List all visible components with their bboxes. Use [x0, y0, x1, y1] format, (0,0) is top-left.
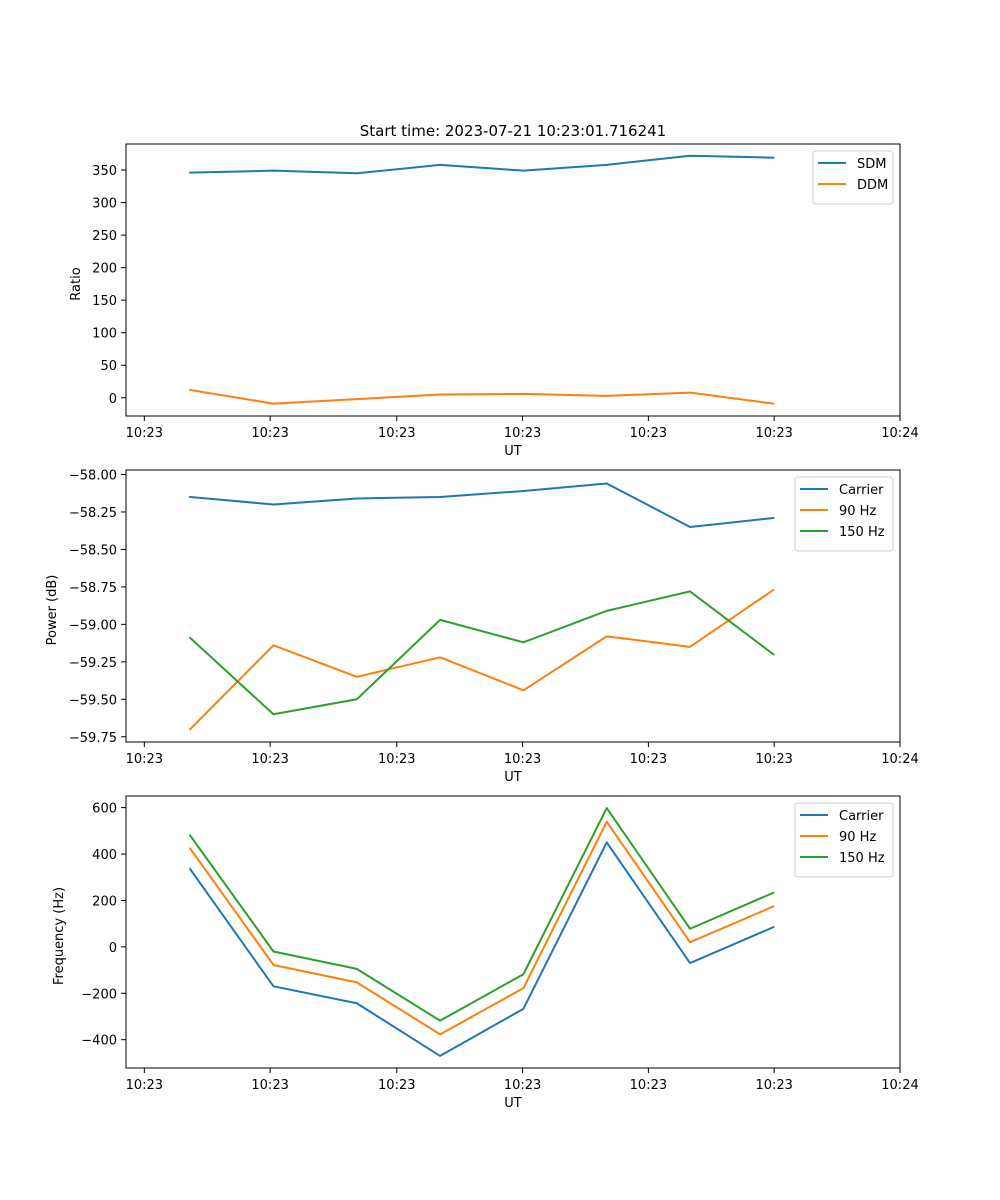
ratio-y-tick-label: 200 — [92, 262, 117, 277]
frequency-y-tick-label: −400 — [81, 1034, 117, 1049]
power-y-tick-label: −58.75 — [69, 581, 117, 596]
frequency-y-tick-label: 0 — [109, 941, 117, 956]
ratio-y-tick-label: 50 — [100, 359, 117, 374]
frequency-legend: Carrier 90 Hz 150 Hz — [794, 802, 894, 878]
power-y-tick-label: −59.75 — [69, 731, 117, 746]
ratio-y-tick-label: 350 — [92, 164, 117, 179]
power-series-carrier — [189, 482, 775, 528]
frequency-y-axis-label: Frequency (Hz) — [52, 887, 67, 985]
ratio-legend: SDM DDM — [812, 150, 894, 205]
power-x-tick-label: 10:23 — [504, 752, 541, 767]
ratio-x-tick-label: 10:24 — [881, 426, 918, 441]
frequency-series-150-hz — [188, 807, 775, 1022]
power-legend-label-carrier: Carrier — [839, 483, 884, 498]
frequency-y-tick-label: 600 — [92, 802, 117, 817]
power-y-tick-label: −59.50 — [69, 693, 117, 708]
power-legend: Carrier 90 Hz 150 Hz — [794, 476, 894, 552]
ratio-legend-label-ddm: DDM — [857, 178, 888, 193]
ratio-axes-frame — [125, 143, 901, 417]
frequency-legend-label-90-hz: 90 Hz — [839, 830, 876, 845]
power-y-tick-label: −59.00 — [69, 618, 117, 633]
power-series-150-hz — [188, 590, 775, 716]
ratio-legend-box — [812, 150, 894, 205]
ratio-x-tick-label: 10:23 — [126, 426, 163, 441]
ratio-x-tick-label: 10:23 — [630, 426, 667, 441]
ratio-legend-label-sdm: SDM — [857, 157, 886, 172]
power-y-tick-label: −58.25 — [69, 506, 117, 521]
figure-title: Start time: 2023-07-21 10:23:01.716241 — [360, 122, 666, 140]
ratio-y-tick-label: 150 — [92, 294, 117, 309]
ratio-x-tick-label: 10:23 — [755, 426, 792, 441]
frequency-x-tick-label: 10:23 — [755, 1078, 792, 1093]
power-y-tick-label: −58.50 — [69, 543, 117, 558]
power-axes-frame — [125, 469, 901, 743]
frequency-x-tick-label: 10:23 — [251, 1078, 288, 1093]
ratio-x-tick-label: 10:23 — [504, 426, 541, 441]
frequency-x-axis-label: UT — [504, 1096, 522, 1111]
ratio-panel: 10:23 10:23 10:23 10:23 10:23 10:23 10:24 0 50 10… — [69, 143, 919, 459]
ratio-series-ddm — [189, 388, 775, 405]
ratio-x-axis-label: UT — [504, 444, 522, 459]
frequency-series-carrier — [188, 841, 775, 1057]
frequency-panel: 10:23 10:23 10:23 10:23 10:23 10:23 10:24 −400 −… — [52, 795, 919, 1111]
frequency-y-tick-label: 200 — [92, 894, 117, 909]
ratio-x-tick-label: 10:23 — [251, 426, 288, 441]
power-panel: 10:23 10:23 10:23 10:23 10:23 10:23 10:24 −59.7… — [45, 468, 919, 785]
power-x-tick-label: 10:23 — [126, 752, 163, 767]
frequency-legend-label-carrier: Carrier — [839, 809, 884, 824]
power-x-tick-label: 10:23 — [755, 752, 792, 767]
power-x-tick-label: 10:23 — [378, 752, 415, 767]
frequency-axes-frame — [125, 795, 901, 1069]
ratio-y-tick-label: 0 — [109, 392, 117, 407]
frequency-y-tick-label: −200 — [81, 987, 117, 1002]
ratio-y-tick-label: 100 — [92, 327, 117, 342]
frequency-x-tick-label: 10:23 — [126, 1078, 163, 1093]
power-y-tick-label: −58.00 — [69, 468, 117, 483]
power-legend-label-150-hz: 150 Hz — [839, 525, 885, 540]
frequency-x-tick-label: 10:23 — [504, 1078, 541, 1093]
frequency-legend-box — [794, 802, 894, 878]
ratio-y-tick-label: 300 — [92, 197, 117, 212]
frequency-x-tick-label: 10:24 — [881, 1078, 918, 1093]
ratio-series-sdm — [189, 154, 775, 175]
ratio-y-axis-label: Ratio — [69, 267, 84, 300]
frequency-x-tick-label: 10:23 — [378, 1078, 415, 1093]
power-legend-label-90-hz: 90 Hz — [839, 504, 876, 519]
frequency-legend-label-150-hz: 150 Hz — [839, 851, 885, 866]
ratio-y-tick-label: 250 — [92, 229, 117, 244]
power-x-tick-label: 10:23 — [251, 752, 288, 767]
frequency-series-90-hz — [188, 820, 775, 1036]
power-x-axis-label: UT — [504, 770, 522, 785]
power-x-tick-label: 10:23 — [630, 752, 667, 767]
power-series-90-hz — [188, 588, 775, 731]
ratio-x-tick-label: 10:23 — [378, 426, 415, 441]
power-y-tick-label: −59.25 — [69, 656, 117, 671]
panels: 10:23 10:23 10:23 10:23 10:23 10:23 10:24 0 50 10… — [45, 143, 919, 1111]
power-legend-box — [794, 476, 894, 552]
power-y-axis-label: Power (dB) — [45, 575, 60, 646]
power-x-tick-label: 10:24 — [881, 752, 918, 767]
frequency-x-tick-label: 10:23 — [630, 1078, 667, 1093]
frequency-y-tick-label: 400 — [92, 848, 117, 863]
